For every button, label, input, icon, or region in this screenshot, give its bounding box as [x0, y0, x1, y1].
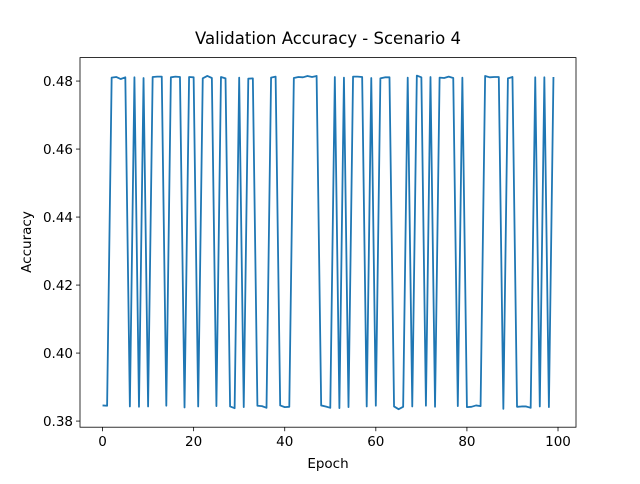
data-line: [102, 74, 555, 411]
axes-frame: [79, 57, 577, 428]
x-tick-label: 0: [98, 434, 107, 450]
x-tick-label: 60: [367, 434, 384, 450]
y-tick-label: 0.48: [43, 74, 73, 90]
x-tick-label: 20: [185, 434, 202, 450]
x-tick-label: 80: [458, 434, 475, 450]
y-tick-label: 0.46: [43, 142, 73, 158]
x-axis-label: Epoch: [307, 456, 348, 472]
y-tick-label: 0.38: [43, 414, 73, 430]
y-tick-label: 0.40: [43, 346, 73, 362]
y-tick-label: 0.44: [43, 210, 73, 226]
y-tick-label: 0.42: [43, 278, 73, 294]
chart-title: Validation Accuracy - Scenario 4: [195, 29, 461, 48]
x-tick-label: 100: [545, 434, 571, 450]
x-tick-label: 40: [276, 434, 293, 450]
y-axis-label: Accuracy: [19, 211, 35, 273]
